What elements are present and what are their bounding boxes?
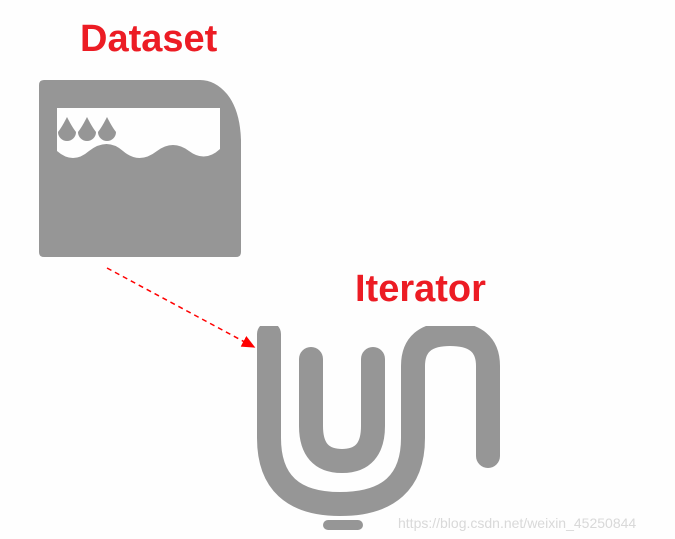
watermark: https://blog.csdn.net/weixin_45250844 (398, 515, 636, 531)
arrow-dataset-to-iterator (0, 0, 675, 539)
